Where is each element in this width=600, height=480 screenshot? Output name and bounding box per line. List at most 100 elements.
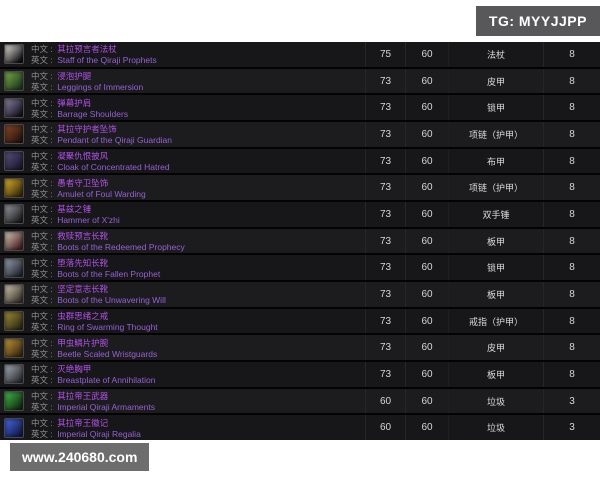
item-level-cell: 73 <box>365 335 405 361</box>
item-row[interactable]: 中文 : 其拉预言者法杖 英文 : Staff of the Qiraji Pr… <box>0 42 600 67</box>
english-label: 英文 : <box>31 268 53 279</box>
shoulders-icon[interactable] <box>4 97 24 118</box>
armaments-icon[interactable] <box>4 391 24 412</box>
drop-count-cell: 3 <box>543 388 600 414</box>
regalia-icon[interactable] <box>4 417 24 438</box>
item-name-english[interactable]: Hammer of X'zhi <box>57 215 120 226</box>
boots-icon[interactable] <box>4 284 24 305</box>
item-name-english[interactable]: Breastplate of Annihilation <box>57 375 156 386</box>
leggings-icon[interactable] <box>4 71 24 91</box>
item-name-english[interactable]: Beetle Scaled Wristguards <box>57 348 158 359</box>
english-label: 英文 : <box>31 375 53 386</box>
item-name-chinese[interactable]: 其拉守护者坠饰 <box>57 124 117 135</box>
item-name-english[interactable]: Staff of the Qiraji Prophets <box>57 55 157 66</box>
english-label: 英文 : <box>31 242 53 253</box>
boots-icon[interactable] <box>4 231 24 252</box>
chinese-label: 中文 : <box>31 337 53 348</box>
cloak-icon[interactable] <box>4 151 24 172</box>
drop-count-cell: 8 <box>543 68 600 94</box>
required-level-cell: 60 <box>405 148 448 174</box>
slot-type-cell: 戒指（护甲） <box>448 308 543 334</box>
item-level-cell: 73 <box>365 148 405 174</box>
english-label: 英文 : <box>31 162 53 173</box>
item-name-english[interactable]: Amulet of Foul Warding <box>57 188 146 199</box>
drop-count-cell: 8 <box>543 122 600 147</box>
english-label: 英文 : <box>31 135 53 146</box>
item-name-chinese[interactable]: 坚定意志长靴 <box>57 284 109 295</box>
bracers-icon[interactable] <box>4 337 24 358</box>
drop-count-cell: 8 <box>543 308 600 334</box>
english-label: 英文 : <box>31 108 53 119</box>
slot-type-cell: 项链（护甲） <box>448 175 543 201</box>
item-name-english[interactable]: Boots of the Redeemed Prophecy <box>57 242 185 253</box>
pendant-icon[interactable] <box>4 124 24 145</box>
required-level-cell: 60 <box>405 42 448 67</box>
item-row[interactable]: 中文 : 其拉守护者坠饰 英文 : Pendant of the Qiraji … <box>0 120 600 147</box>
item-name-cell: 中文 : 其拉守护者坠饰 英文 : Pendant of the Qiraji … <box>0 122 365 147</box>
item-name-chinese[interactable]: 基兹之锤 <box>57 204 92 215</box>
item-name-chinese[interactable]: 甲虫鳞片护腕 <box>57 337 109 348</box>
item-row[interactable]: 中文 : 弹幕护肩 英文 : Barrage Shoulders 73 60 锁… <box>0 93 600 121</box>
item-name-cell: 中文 : 灭绝胸甲 英文 : Breastplate of Annihilati… <box>0 362 365 387</box>
staff-icon[interactable] <box>4 44 24 65</box>
item-row[interactable]: 中文 : 堕落先知长靴 英文 : Boots of the Fallen Pro… <box>0 253 600 281</box>
item-name-english[interactable]: Pendant of the Qiraji Guardian <box>57 135 173 146</box>
item-row[interactable]: 中文 : 愚者守卫坠饰 英文 : Amulet of Foul Warding … <box>0 173 600 201</box>
item-row[interactable]: 中文 : 凝聚仇恨披风 英文 : Cloak of Concentrated H… <box>0 146 600 174</box>
slot-type-cell: 皮甲 <box>448 68 543 94</box>
item-name-cell: 中文 : 救赎预言长靴 英文 : Boots of the Redeemed P… <box>0 229 365 254</box>
item-row[interactable]: 中文 : 其拉帝王武器 英文 : Imperial Qiraji Armamen… <box>0 386 600 414</box>
required-level-cell: 60 <box>405 308 448 334</box>
item-name-chinese[interactable]: 其拉帝王武器 <box>57 391 109 402</box>
item-name-english[interactable]: Boots of the Unwavering Will <box>57 295 166 306</box>
item-row[interactable]: 中文 : 其拉帝王徽记 英文 : Imperial Qiraji Regalia… <box>0 413 600 441</box>
item-name-chinese[interactable]: 其拉预言者法杖 <box>57 44 117 55</box>
drop-count-cell: 8 <box>543 282 600 307</box>
item-name-chinese[interactable]: 救赎预言长靴 <box>57 231 109 242</box>
item-name-cell: 中文 : 基兹之锤 英文 : Hammer of X'zhi <box>0 202 365 227</box>
item-name-english[interactable]: Ring of Swarming Thought <box>57 322 158 333</box>
drop-count-cell: 8 <box>543 42 600 67</box>
watermark-badge: www.240680.com <box>10 443 150 471</box>
item-row[interactable]: 中文 : 灭绝胸甲 英文 : Breastplate of Annihilati… <box>0 360 600 387</box>
chinese-label: 中文 : <box>31 417 53 428</box>
required-level-cell: 60 <box>405 335 448 361</box>
item-level-cell: 73 <box>365 122 405 147</box>
item-name-english[interactable]: Cloak of Concentrated Hatred <box>57 162 170 173</box>
item-name-english[interactable]: Imperial Qiraji Armaments <box>57 402 155 413</box>
item-name-chinese[interactable]: 浸泡护腿 <box>57 71 92 81</box>
item-row[interactable]: 中文 : 基兹之锤 英文 : Hammer of X'zhi 73 60 双手锤… <box>0 200 600 227</box>
required-level-cell: 60 <box>405 202 448 227</box>
item-name-cell: 中文 : 弹幕护肩 英文 : Barrage Shoulders <box>0 95 365 120</box>
item-name-chinese[interactable]: 凝聚仇恨披风 <box>57 151 109 162</box>
item-name-english[interactable]: Leggings of Immersion <box>57 82 144 92</box>
item-row[interactable]: 中文 : 甲虫鳞片护腕 英文 : Beetle Scaled Wristguar… <box>0 333 600 361</box>
item-name-chinese[interactable]: 虫群思绪之戒 <box>57 311 109 322</box>
chestplate-icon[interactable] <box>4 364 24 385</box>
english-label: 英文 : <box>31 215 53 226</box>
item-name-english[interactable]: Barrage Shoulders <box>57 108 129 119</box>
item-level-cell: 73 <box>365 362 405 387</box>
item-level-cell: 73 <box>365 95 405 121</box>
item-row[interactable]: 中文 : 虫群思绪之戒 英文 : Ring of Swarming Though… <box>0 306 600 334</box>
slot-type-cell: 皮甲 <box>448 335 543 361</box>
required-level-cell: 60 <box>405 255 448 281</box>
item-row[interactable]: 中文 : 救赎预言长靴 英文 : Boots of the Redeemed P… <box>0 226 600 254</box>
boots-icon[interactable] <box>4 257 24 278</box>
item-name-chinese[interactable]: 弹幕护肩 <box>57 97 92 108</box>
item-row[interactable]: 中文 : 坚定意志长靴 英文 : Boots of the Unwavering… <box>0 280 600 307</box>
tg-contact-badge: TG: MYYJJPP <box>475 6 600 36</box>
ring-icon[interactable] <box>4 311 24 332</box>
item-name-chinese[interactable]: 堕落先知长靴 <box>57 257 109 268</box>
hammer-icon[interactable] <box>4 204 24 225</box>
item-row[interactable]: 中文 : 浸泡护腿 英文 : Leggings of Immersion 73 … <box>0 66 600 94</box>
item-name-english[interactable]: Imperial Qiraji Regalia <box>57 428 141 439</box>
required-level-cell: 60 <box>405 388 448 414</box>
amulet-icon[interactable] <box>4 177 24 198</box>
item-name-chinese[interactable]: 灭绝胸甲 <box>57 364 92 375</box>
drop-count-cell: 8 <box>543 362 600 387</box>
item-name-chinese[interactable]: 愚者守卫坠饰 <box>57 177 109 188</box>
item-name-chinese[interactable]: 其拉帝王徽记 <box>57 417 109 428</box>
item-name-cell: 中文 : 其拉预言者法杖 英文 : Staff of the Qiraji Pr… <box>0 42 365 67</box>
item-name-english[interactable]: Boots of the Fallen Prophet <box>57 268 161 279</box>
